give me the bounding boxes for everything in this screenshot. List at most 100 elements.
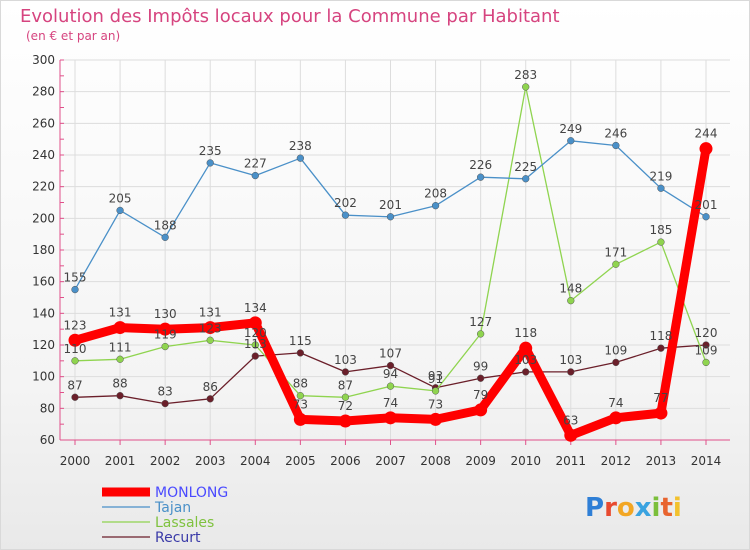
data-label-tajan-2010: 225 (514, 160, 537, 174)
point-lassales-2012 (612, 260, 620, 268)
point-tajan-2014 (702, 213, 710, 221)
point-recurt-2012 (612, 358, 620, 367)
point-tajan-2009 (476, 173, 485, 181)
chart-subtitle: (en € et par an) (26, 29, 120, 43)
point-lassales-2011 (567, 297, 575, 305)
x-tick-label-2005: 2005 (285, 454, 316, 468)
point-monlong-2006 (338, 414, 352, 428)
y-tick-label-240: 240 (32, 148, 55, 162)
proxiti-logo: Proxiti (585, 493, 682, 523)
point-recurt-2011 (567, 368, 575, 376)
data-label-lassales-2014: 109 (695, 343, 718, 357)
data-label-lassales-2013: 185 (649, 223, 672, 237)
point-recurt-2014 (702, 341, 710, 349)
data-label-monlong-2012: 74 (608, 396, 623, 410)
data-label-recurt-2001: 88 (112, 377, 127, 391)
data-label-recurt-2002: 83 (158, 385, 173, 399)
y-tick-label-220: 220 (32, 180, 55, 194)
point-monlong-2001 (113, 321, 127, 335)
point-lassales-2007 (386, 382, 395, 390)
y-tick-label-140: 140 (32, 306, 55, 320)
point-monlong-2014 (699, 142, 713, 156)
point-lassales-2005 (296, 392, 305, 400)
data-label-tajan-2005: 238 (289, 139, 312, 153)
data-label-lassales-2008: 91 (428, 372, 443, 386)
point-recurt-2006 (341, 368, 350, 376)
point-tajan-2007 (386, 213, 395, 221)
point-recurt-2005 (296, 349, 305, 357)
point-lassales-2002 (161, 342, 169, 351)
x-tick-label-2006: 2006 (330, 454, 361, 468)
y-tick-label-160: 160 (32, 275, 55, 289)
point-recurt-2009 (476, 374, 485, 382)
data-label-recurt-2008: 93 (428, 369, 443, 383)
data-label-lassales-2012: 171 (604, 245, 627, 259)
data-label-lassales-2005: 88 (293, 377, 308, 391)
data-label-recurt-2006: 103 (334, 353, 357, 367)
data-label-lassales-2009: 127 (469, 315, 492, 329)
data-label-lassales-2006: 87 (338, 378, 353, 392)
x-tick-label-2000: 2000 (60, 454, 91, 468)
x-tick-label-2013: 2013 (646, 454, 677, 468)
x-tick-label-2003: 2003 (195, 454, 226, 468)
data-label-monlong-2008: 73 (428, 397, 443, 411)
data-label-tajan-2013: 219 (649, 169, 672, 183)
x-tick-label-2008: 2008 (420, 454, 451, 468)
y-tick-label-260: 260 (32, 116, 55, 130)
point-monlong-2004 (248, 316, 262, 330)
y-tick-label-200: 200 (32, 211, 55, 225)
data-label-tajan-2002: 188 (154, 218, 177, 232)
data-label-lassales-2004: 120 (244, 326, 267, 340)
legend-label-tajan: Tajan (154, 500, 191, 516)
point-lassales-2003 (206, 336, 214, 344)
data-label-monlong-2007: 74 (383, 396, 398, 410)
point-tajan-2004 (251, 171, 259, 180)
x-tick-label-2014: 2014 (691, 454, 722, 468)
data-label-lassales-2011: 148 (559, 282, 582, 296)
point-monlong-2011 (564, 428, 578, 442)
point-tajan-2002 (161, 233, 169, 241)
data-label-monlong-2001: 131 (109, 306, 132, 320)
point-recurt-2004 (251, 352, 259, 360)
data-label-recurt-2014: 120 (695, 326, 718, 340)
point-tajan-2003 (206, 159, 214, 167)
data-label-tajan-2003: 235 (199, 144, 222, 158)
point-lassales-2006 (341, 393, 350, 401)
point-monlong-2012 (609, 411, 623, 425)
data-label-lassales-2010: 283 (514, 68, 537, 82)
point-recurt-2002 (161, 399, 169, 408)
point-tajan-2010 (522, 175, 530, 183)
point-monlong-2007 (384, 411, 397, 425)
data-label-recurt-2005: 115 (289, 334, 312, 348)
x-tick-label-2002: 2002 (150, 454, 181, 468)
data-label-tajan-2006: 202 (334, 196, 357, 210)
data-label-monlong-2000: 123 (64, 318, 87, 332)
data-label-recurt-2004: 113 (244, 337, 267, 351)
data-label-monlong-2002: 130 (154, 307, 177, 321)
data-label-monlong-2006: 72 (338, 399, 353, 413)
y-tick-label-80: 80 (40, 401, 55, 415)
point-lassales-2013 (657, 238, 665, 246)
x-tick-label-2001: 2001 (105, 454, 136, 468)
y-tick-label-60: 60 (40, 433, 55, 447)
data-label-tajan-2008: 208 (424, 187, 447, 201)
point-monlong-2013 (654, 406, 668, 420)
data-label-monlong-2013: 77 (653, 391, 668, 405)
y-tick-label-120: 120 (32, 338, 55, 352)
point-lassales-2000 (71, 357, 79, 365)
point-monlong-2010 (519, 341, 533, 355)
point-lassales-2009 (476, 330, 485, 338)
point-monlong-2009 (474, 403, 488, 417)
data-label-monlong-2009: 79 (473, 388, 488, 402)
data-label-tajan-2014: 201 (695, 198, 718, 212)
data-label-monlong-2005: 73 (293, 397, 308, 411)
legend-label-recurt: Recurt (155, 530, 201, 546)
data-label-lassales-2001: 111 (109, 340, 132, 354)
data-label-monlong-2011: 63 (563, 413, 578, 427)
point-tajan-2013 (657, 184, 665, 192)
point-tajan-2006 (341, 211, 350, 219)
data-label-recurt-2012: 109 (604, 343, 627, 357)
data-label-tajan-2009: 226 (469, 158, 492, 172)
data-label-tajan-2000: 155 (64, 271, 87, 285)
